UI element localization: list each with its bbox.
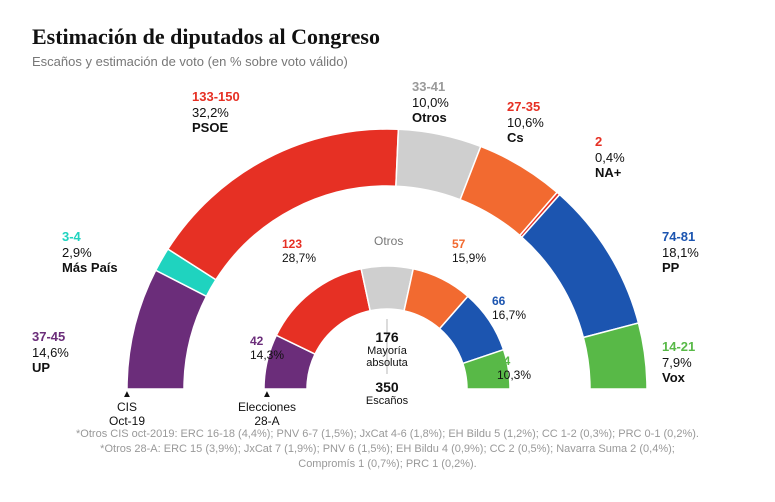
center-majority: 176 Mayoría absoluta [352, 329, 422, 369]
label-up: 37-45 14,6% UP [32, 329, 69, 376]
footnote-1: *Otros CIS oct-2019: ERC 16-18 (4,4%); P… [32, 427, 743, 442]
label-cs: 27-35 10,6% Cs [507, 99, 544, 146]
inner-label-psoe: 123 28,7% [282, 237, 316, 266]
label-na: 2 0,4% NA+ [595, 134, 625, 181]
footnote-3: Compromís 1 (0,7%); PRC 1 (0,2%). [32, 457, 743, 472]
inner-label-otros: Otros [374, 234, 403, 248]
label-maspais: 3-4 2,9% Más País [62, 229, 118, 276]
label-psoe: 133-150 32,2% PSOE [192, 89, 240, 136]
inner-label-pp: 66 16,7% [492, 294, 526, 323]
inner-label-cs: 57 15,9% [452, 237, 486, 266]
inner-label-vox: 24 10,3% [497, 354, 531, 383]
axis-outer: ▲ CIS Oct-19 [107, 389, 147, 428]
inner-label-up: 42 14,3% [250, 334, 284, 363]
half-donut-chart: 37-45 14,6% UP 3-4 2,9% Más País 133-150… [32, 79, 743, 419]
center-total: 350 Escaños [352, 379, 422, 407]
label-otros: 33-41 10,0% Otros [412, 79, 449, 126]
axis-inner: ▲ Elecciones 28-A [237, 389, 297, 428]
label-pp: 74-81 18,1% PP [662, 229, 699, 276]
label-vox: 14-21 7,9% Vox [662, 339, 695, 386]
chart-subtitle: Escaños y estimación de voto (en % sobre… [32, 54, 743, 69]
footnote-2: *Otros 28-A: ERC 15 (3,9%); JxCat 7 (1,9… [32, 442, 743, 457]
chart-title: Estimación de diputados al Congreso [32, 24, 743, 50]
